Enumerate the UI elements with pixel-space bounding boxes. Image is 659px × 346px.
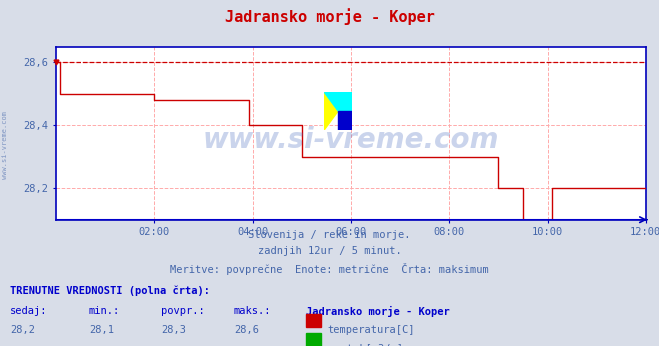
- Text: maks.:: maks.:: [234, 306, 272, 316]
- Text: min.:: min.:: [89, 306, 120, 316]
- Text: -nan: -nan: [161, 344, 186, 346]
- Text: povpr.:: povpr.:: [161, 306, 205, 316]
- Polygon shape: [339, 111, 353, 130]
- Text: pretok[m3/s]: pretok[m3/s]: [328, 344, 403, 346]
- Text: Meritve: povprečne  Enote: metrične  Črta: maksimum: Meritve: povprečne Enote: metrične Črta:…: [170, 263, 489, 275]
- Text: -nan: -nan: [234, 344, 259, 346]
- Text: TRENUTNE VREDNOSTI (polna črta):: TRENUTNE VREDNOSTI (polna črta):: [10, 285, 210, 296]
- Text: www.si-vreme.com: www.si-vreme.com: [1, 111, 8, 179]
- Text: Jadransko morje - Koper: Jadransko morje - Koper: [306, 306, 450, 317]
- Text: temperatura[C]: temperatura[C]: [328, 325, 415, 335]
- Text: 28,1: 28,1: [89, 325, 114, 335]
- Text: 28,2: 28,2: [10, 325, 35, 335]
- Text: Slovenija / reke in morje.: Slovenija / reke in morje.: [248, 230, 411, 240]
- Polygon shape: [324, 92, 353, 130]
- Text: 28,6: 28,6: [234, 325, 259, 335]
- Text: Jadransko morje - Koper: Jadransko morje - Koper: [225, 9, 434, 26]
- Text: -nan: -nan: [89, 344, 114, 346]
- Text: www.si-vreme.com: www.si-vreme.com: [203, 126, 499, 154]
- Text: 28,3: 28,3: [161, 325, 186, 335]
- Text: sedaj:: sedaj:: [10, 306, 47, 316]
- Text: -nan: -nan: [10, 344, 35, 346]
- Polygon shape: [324, 92, 353, 130]
- Text: zadnjih 12ur / 5 minut.: zadnjih 12ur / 5 minut.: [258, 246, 401, 256]
